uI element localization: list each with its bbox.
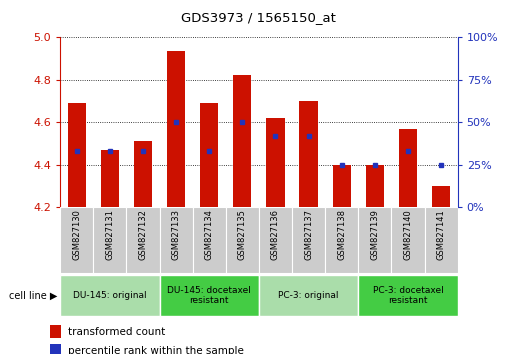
Text: GSM827130: GSM827130 — [72, 209, 81, 260]
Bar — [333, 165, 351, 207]
Text: PC-3: docetaxel
resistant: PC-3: docetaxel resistant — [372, 286, 444, 306]
Text: percentile rank within the sample: percentile rank within the sample — [68, 346, 244, 354]
Bar — [226, 207, 259, 273]
Text: GSM827140: GSM827140 — [403, 209, 413, 260]
Bar — [93, 207, 127, 273]
Bar — [160, 207, 192, 273]
Text: GDS3973 / 1565150_at: GDS3973 / 1565150_at — [181, 11, 336, 24]
Bar — [233, 75, 252, 207]
Bar — [325, 207, 358, 273]
Bar — [259, 207, 292, 273]
Bar — [50, 344, 61, 354]
Text: GSM827139: GSM827139 — [370, 209, 379, 260]
Bar — [60, 275, 160, 316]
Bar — [391, 207, 425, 273]
Text: GSM827135: GSM827135 — [238, 209, 247, 260]
Bar — [192, 207, 226, 273]
Text: GSM827141: GSM827141 — [437, 209, 446, 260]
Text: DU-145: docetaxel
resistant: DU-145: docetaxel resistant — [167, 286, 251, 306]
Bar — [160, 275, 259, 316]
Text: GSM827138: GSM827138 — [337, 209, 346, 260]
Bar — [399, 129, 417, 207]
Bar — [425, 207, 458, 273]
Bar — [432, 186, 450, 207]
Text: GSM827134: GSM827134 — [204, 209, 214, 260]
Text: GSM827137: GSM827137 — [304, 209, 313, 260]
Bar — [266, 118, 285, 207]
Bar — [259, 275, 358, 316]
Bar — [167, 51, 185, 207]
Bar — [134, 141, 152, 207]
Text: PC-3: original: PC-3: original — [278, 291, 339, 300]
Bar — [358, 207, 391, 273]
Bar — [60, 207, 93, 273]
Text: GSM827132: GSM827132 — [139, 209, 147, 260]
Text: GSM827136: GSM827136 — [271, 209, 280, 260]
Bar — [300, 101, 317, 207]
Bar — [101, 150, 119, 207]
Text: GSM827133: GSM827133 — [172, 209, 180, 260]
Bar — [366, 165, 384, 207]
Text: transformed count: transformed count — [68, 326, 165, 337]
Text: DU-145: original: DU-145: original — [73, 291, 146, 300]
Text: cell line ▶: cell line ▶ — [9, 291, 58, 301]
Bar — [50, 325, 61, 338]
Bar — [67, 103, 86, 207]
Bar — [127, 207, 160, 273]
Bar — [200, 103, 218, 207]
Bar — [292, 207, 325, 273]
Bar — [358, 275, 458, 316]
Text: GSM827131: GSM827131 — [105, 209, 115, 260]
